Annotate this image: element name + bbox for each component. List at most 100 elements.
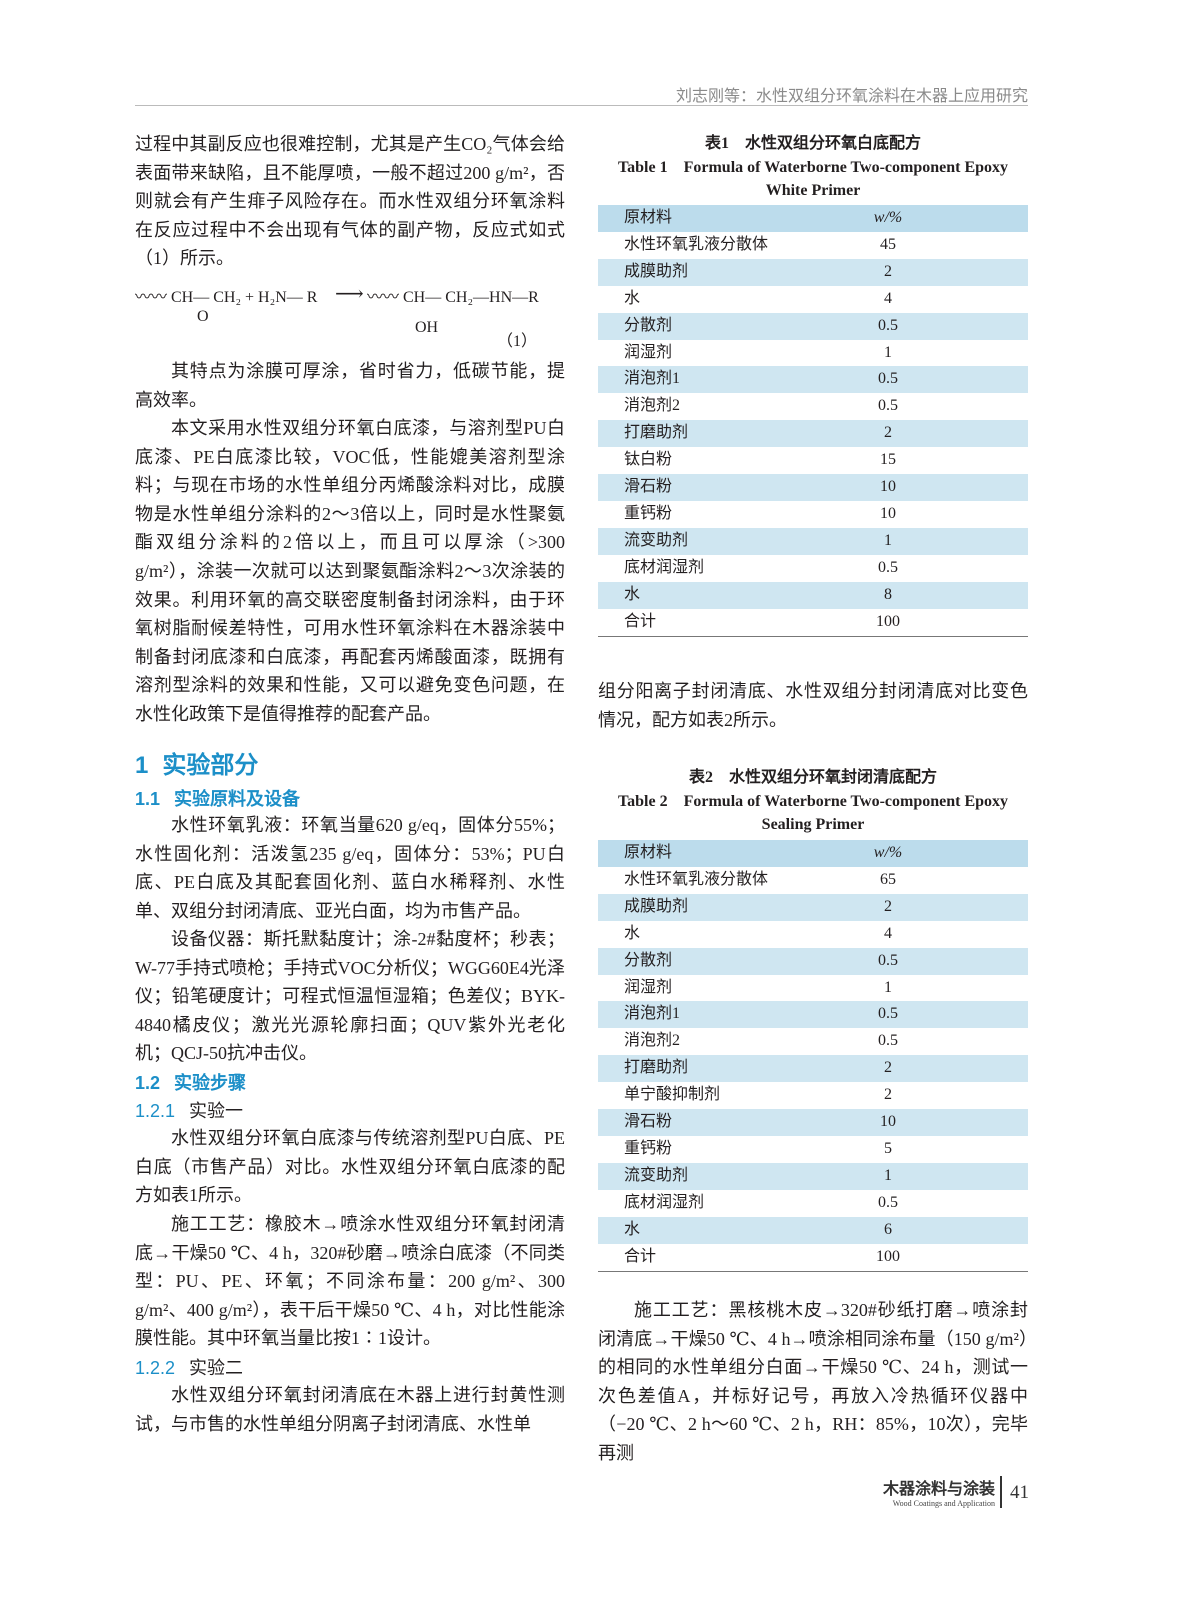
table-row: 底材润湿剂 0.5 — [598, 555, 1028, 582]
section-heading: 1 实验部分 — [135, 745, 258, 780]
material: 水性环氧乳液分散体 — [624, 235, 769, 253]
paragraph: 水性环氧乳液：环氧当量620 g/eq，固体分55%；水性固化剂：活泼氢235 … — [135, 815, 565, 921]
paragraph: 施工工艺：黑核桃木皮→320#砂纸打磨→喷涂封闭清底→干燥50 ℃、4 h→喷涂… — [598, 1300, 1028, 1463]
table-row: 消泡剂1 0.5 — [598, 366, 1028, 394]
mass-fraction: 10 — [880, 1113, 896, 1131]
mass-fraction: 1 — [884, 1166, 892, 1184]
eq-hydroxyl: OH — [415, 319, 439, 336]
material: 成膜助剂 — [624, 262, 689, 280]
material: 滑石粉 — [624, 478, 673, 496]
material: 水 — [624, 1220, 641, 1238]
heading-number: 1.1 — [135, 789, 161, 809]
mass-fraction: 4 — [884, 924, 892, 942]
column-header: 原材料 — [624, 209, 673, 226]
mass-fraction: 1 — [884, 531, 892, 549]
material: 分散剂 — [624, 951, 673, 969]
material: 单宁酸抑制剂 — [624, 1086, 721, 1104]
mass-fraction: 2 — [884, 1086, 892, 1104]
footer-bar — [1000, 1476, 1002, 1508]
mass-fraction: 4 — [884, 289, 892, 307]
heading-title: 实验二 — [189, 1358, 244, 1378]
mass-fraction: 0.5 — [878, 951, 898, 969]
mass-fraction: 2 — [884, 897, 892, 915]
eq-oxygen: O — [197, 308, 209, 325]
material: 水 — [624, 289, 641, 307]
page-number: 41 — [1010, 1482, 1029, 1503]
table-row: 打磨助剂 2 — [598, 1055, 1028, 1083]
mass-fraction: 8 — [884, 585, 892, 603]
mass-fraction: 1 — [884, 343, 892, 361]
table-header-row: 原材料 w/% — [598, 205, 1028, 232]
heading-number: 1 — [135, 752, 149, 779]
material: 打磨助剂 — [624, 1059, 689, 1077]
subsubsection-heading: 1.2.1 实验一 — [135, 1097, 257, 1123]
mass-fraction: 0.5 — [878, 316, 898, 334]
table-row: 消泡剂2 0.5 — [598, 393, 1028, 420]
material: 打磨助剂 — [624, 424, 689, 442]
table-row: 钛白粉 15 — [598, 447, 1028, 474]
mass-fraction: 10 — [880, 478, 896, 496]
material: 合计 — [624, 612, 657, 630]
mass-fraction: 65 — [880, 870, 896, 888]
column-header: 原材料 — [624, 844, 673, 861]
column-header: w/% — [873, 209, 903, 226]
mass-fraction: 0.5 — [878, 1005, 898, 1023]
table-row: 成膜助剂 2 — [598, 893, 1028, 921]
mass-fraction: 2 — [884, 1059, 892, 1077]
material: 合计 — [624, 1247, 657, 1265]
material: 消泡剂1 — [624, 1005, 681, 1023]
mass-fraction: 15 — [880, 451, 896, 469]
paragraph: 本文采用水性双组分环氧白底漆，与溶剂型PU白底漆、PE白底漆比较，VOC低，性能… — [135, 418, 565, 724]
table-row: 滑石粉 10 — [598, 1109, 1028, 1136]
subsection-heading: 1.2 实验步骤 — [135, 1069, 246, 1095]
table-row: 重钙粉 10 — [598, 501, 1028, 528]
table-caption: 表2 水性双组分环氧封闭清底配方 Table 2 Formula of Wate… — [598, 766, 1028, 837]
table-row: 打磨助剂 2 — [598, 420, 1028, 448]
paragraph: 过程中其副反应也很难控制，尤其是产生CO₂气体会给表面带来缺陷，且不能厚喷，一般… — [135, 134, 565, 269]
table-header-row: 原材料 w/% — [598, 840, 1028, 867]
material: 重钙粉 — [624, 504, 673, 522]
caption-cn: 表2 水性双组分环氧封闭清底配方 — [688, 769, 937, 786]
mass-fraction: 0.5 — [878, 370, 898, 388]
table: 原材料 w/% 水性环氧乳液分散体 45 成膜助剂 2 水 4 分散剂 0.5 润湿剂 1 消泡剂1 0.… — [598, 205, 1028, 637]
table-row: 分散剂 0.5 — [598, 947, 1028, 975]
table-row: 流变助剂 1 — [598, 1162, 1028, 1190]
mass-fraction: 0.5 — [878, 1193, 898, 1211]
material: 润湿剂 — [624, 978, 673, 996]
table-row: 底材润湿剂 0.5 — [598, 1190, 1028, 1217]
material: 水 — [624, 924, 641, 942]
heading-number: 1.2 — [135, 1073, 161, 1093]
material: 钛白粉 — [624, 451, 673, 469]
material: 底材润湿剂 — [624, 1193, 705, 1211]
table-row: 润湿剂 1 — [598, 975, 1028, 1002]
mass-fraction: 6 — [884, 1220, 892, 1238]
material: 分散剂 — [624, 316, 673, 334]
table-row: 滑石粉 10 — [598, 474, 1028, 501]
mass-fraction: 0.5 — [878, 397, 898, 415]
mass-fraction: 2 — [884, 262, 892, 280]
header-rule — [135, 105, 1028, 106]
material: 底材润湿剂 — [624, 558, 705, 576]
heading-title: 实验部分 — [162, 752, 259, 779]
caption-en: Table 2 Formula of Waterborne Two-compon… — [617, 792, 1009, 834]
material: 润湿剂 — [624, 343, 673, 361]
paragraph: 设备仪器：斯托默黏度计；涂-2#黏度杯；秒表；W-77手持式喷枪；手持式VOC分… — [135, 929, 565, 1064]
paragraph: 组分阳离子封闭清底、水性双组分封闭清底对比变色情况，配方如表2所示。 — [598, 681, 1028, 730]
material: 消泡剂2 — [624, 1032, 681, 1050]
material: 水性环氧乳液分散体 — [624, 870, 769, 888]
paragraph: 水性双组分环氧白底漆与传统溶剂型PU白底、PE白底（市售产品）对比。水性双组分环… — [135, 1128, 565, 1206]
mass-fraction: 1 — [884, 978, 892, 996]
material: 水 — [624, 585, 641, 603]
equation: 〰〰 CH— CH₂ + H₂N— R O ⟶ 〰〰 CH— CH₂—HN—R … — [135, 283, 565, 350]
table-row: 单宁酸抑制剂 2 — [598, 1082, 1028, 1109]
caption-en: Table 1 Formula of Waterborne Two-compon… — [617, 158, 1009, 200]
paragraph: 施工工艺：橡胶木→喷涂水性双组分环氧封闭清底→干燥50 ℃、4 h，320#砂磨… — [135, 1214, 565, 1349]
eq-arrow: ⟶ — [335, 283, 364, 305]
table-row: 流变助剂 1 — [598, 527, 1028, 555]
table-row: 消泡剂2 0.5 — [598, 1028, 1028, 1055]
paragraph: 水性双组分环氧封闭清底在木器上进行封黄性测试，与市售的水性单组分阴离子封闭清底、… — [135, 1385, 565, 1434]
